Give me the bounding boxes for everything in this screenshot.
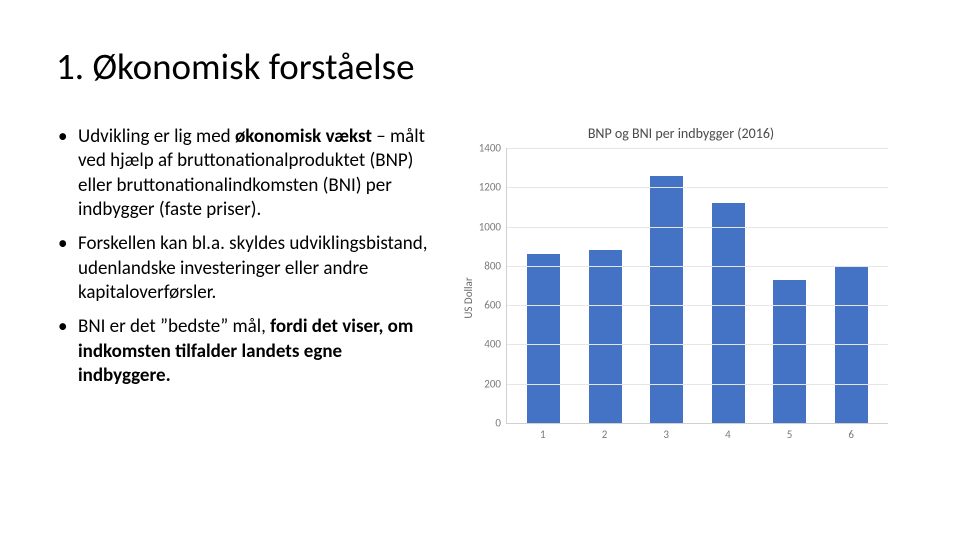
content-row: Udvikling er lig med økonomisk vækst – m…: [56, 125, 904, 448]
chart-gridline: [507, 266, 888, 267]
chart-ytick: 1200: [479, 181, 507, 194]
chart-ytick: 1400: [479, 142, 507, 155]
chart-bar: [712, 203, 745, 423]
chart-ytick: 1000: [479, 220, 507, 233]
bullet-item: BNI er det ”bedste” mål, fordi det viser…: [74, 315, 436, 388]
chart-title: BNP og BNI per indbygger (2016): [458, 125, 904, 142]
bullet-text-bold: økonomisk vækst: [235, 125, 372, 148]
chart-gridline: [507, 344, 888, 345]
chart-area: US Dollar 0200400600800100012001400 1234…: [458, 148, 888, 448]
bullet-text-pre: Udvikling er lig med: [78, 125, 235, 148]
bullet-item: Forskellen kan bl.a. skyldes udviklingsb…: [74, 232, 436, 305]
chart-gridline: [507, 187, 888, 188]
chart-bar-slot: [513, 148, 575, 423]
chart-plot: 0200400600800100012001400: [506, 148, 888, 424]
bullet-item: Udvikling er lig med økonomisk vækst – m…: [74, 125, 436, 222]
chart-xtick: 3: [635, 424, 697, 448]
chart-bar: [650, 176, 683, 424]
chart-xtick: 1: [512, 424, 574, 448]
bullet-text-pre: BNI er det ”bedste” mål,: [78, 315, 270, 338]
chart-bar-slot: [636, 148, 698, 423]
chart-ytick: 800: [484, 259, 507, 272]
chart-gridline: [507, 148, 888, 149]
chart-container: BNP og BNI per indbygger (2016) US Dolla…: [452, 125, 904, 448]
chart-gridline: [507, 384, 888, 385]
chart-xtick: 2: [574, 424, 636, 448]
chart-bar-slot: [821, 148, 883, 423]
chart-xtick: 4: [697, 424, 759, 448]
chart-bar-slot: [759, 148, 821, 423]
chart-bar: [773, 280, 806, 423]
chart-bars: [507, 148, 888, 423]
chart-bar-slot: [575, 148, 637, 423]
slide: 1. Økonomisk forståelse Udvikling er lig…: [0, 0, 960, 540]
chart-xtick: 6: [820, 424, 882, 448]
chart-bar: [527, 254, 560, 423]
chart-ylabel: US Dollar: [462, 277, 475, 318]
chart-ytick: 400: [484, 338, 507, 351]
chart-bar-slot: [698, 148, 760, 423]
chart-gridline: [507, 227, 888, 228]
chart-xticks: 123456: [506, 424, 888, 448]
chart-bar: [589, 250, 622, 423]
slide-title: 1. Økonomisk forståelse: [56, 44, 904, 89]
bullet-text-pre: Forskellen kan bl.a. skyldes udviklingsb…: [78, 232, 428, 304]
chart-xtick: 5: [759, 424, 821, 448]
chart-gridline: [507, 305, 888, 306]
bullet-list: Udvikling er lig med økonomisk vækst – m…: [56, 125, 436, 448]
chart-ytick: 200: [484, 377, 507, 390]
chart-ytick: 600: [484, 299, 507, 312]
